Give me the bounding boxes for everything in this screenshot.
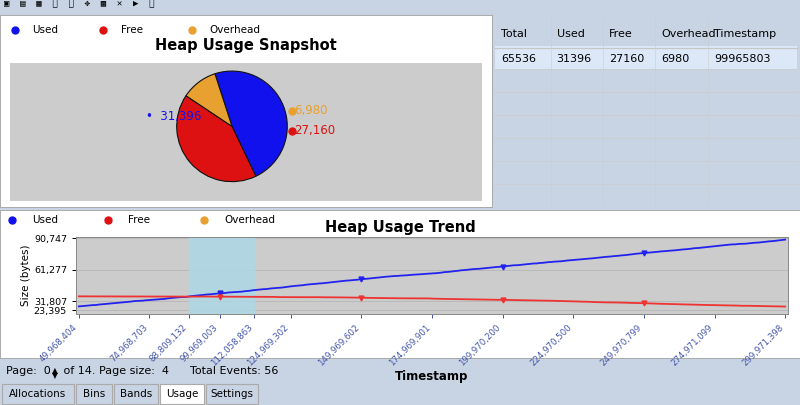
Text: 6,980: 6,980 [294,104,327,117]
Y-axis label: Size (bytes): Size (bytes) [21,244,31,306]
Text: Settings: Settings [210,389,254,399]
Text: Bands: Bands [120,389,152,399]
Text: Used: Used [32,26,58,35]
X-axis label: Timestamp: Timestamp [395,371,469,384]
Text: ▼: ▼ [52,371,58,381]
Text: 65536: 65536 [502,54,536,64]
Bar [189,237,254,313]
Text: 27160: 27160 [609,54,644,64]
Text: 31396: 31396 [557,54,592,64]
Text: Overhead: Overhead [662,29,716,39]
Bar [160,384,204,404]
Text: Overhead: Overhead [224,215,275,225]
Text: Free: Free [128,215,150,225]
Text: ▲: ▲ [52,366,58,375]
Text: ▣  ▤  ▦  🔧  ⎘  ✥  ▩  ✕  ▶  🖨: ▣ ▤ ▦ 🔧 ⎘ ✥ ▩ ✕ ▶ 🖨 [4,0,154,9]
Text: Usage: Usage [166,389,198,399]
Text: •  31,396: • 31,396 [146,110,202,123]
Text: Allocations: Allocations [10,389,66,399]
Bar [495,46,797,69]
Text: Heap Usage Snapshot: Heap Usage Snapshot [155,38,337,53]
Bar [2,384,74,404]
Text: 27,160: 27,160 [294,124,335,137]
Text: Used: Used [557,29,585,39]
Wedge shape [186,74,232,126]
Text: Overhead: Overhead [209,26,260,35]
Bar [76,384,112,404]
Wedge shape [215,71,287,176]
Text: Heap Usage Trend: Heap Usage Trend [325,220,475,235]
Text: Free: Free [609,29,633,39]
Wedge shape [177,96,256,182]
Text: Page:  0: Page: 0 [6,365,58,375]
Bar [206,384,258,404]
Text: Timestamp: Timestamp [714,29,776,39]
Text: Used: Used [32,215,58,225]
Text: 6980: 6980 [662,54,690,64]
Bar [114,384,158,404]
Text: 99965803: 99965803 [714,54,770,64]
Text: Free: Free [121,26,142,35]
Text: Total: Total [502,29,527,39]
Text: Bins: Bins [83,389,105,399]
Text: of 14. Page size:  4      Total Events: 56: of 14. Page size: 4 Total Events: 56 [60,365,278,375]
